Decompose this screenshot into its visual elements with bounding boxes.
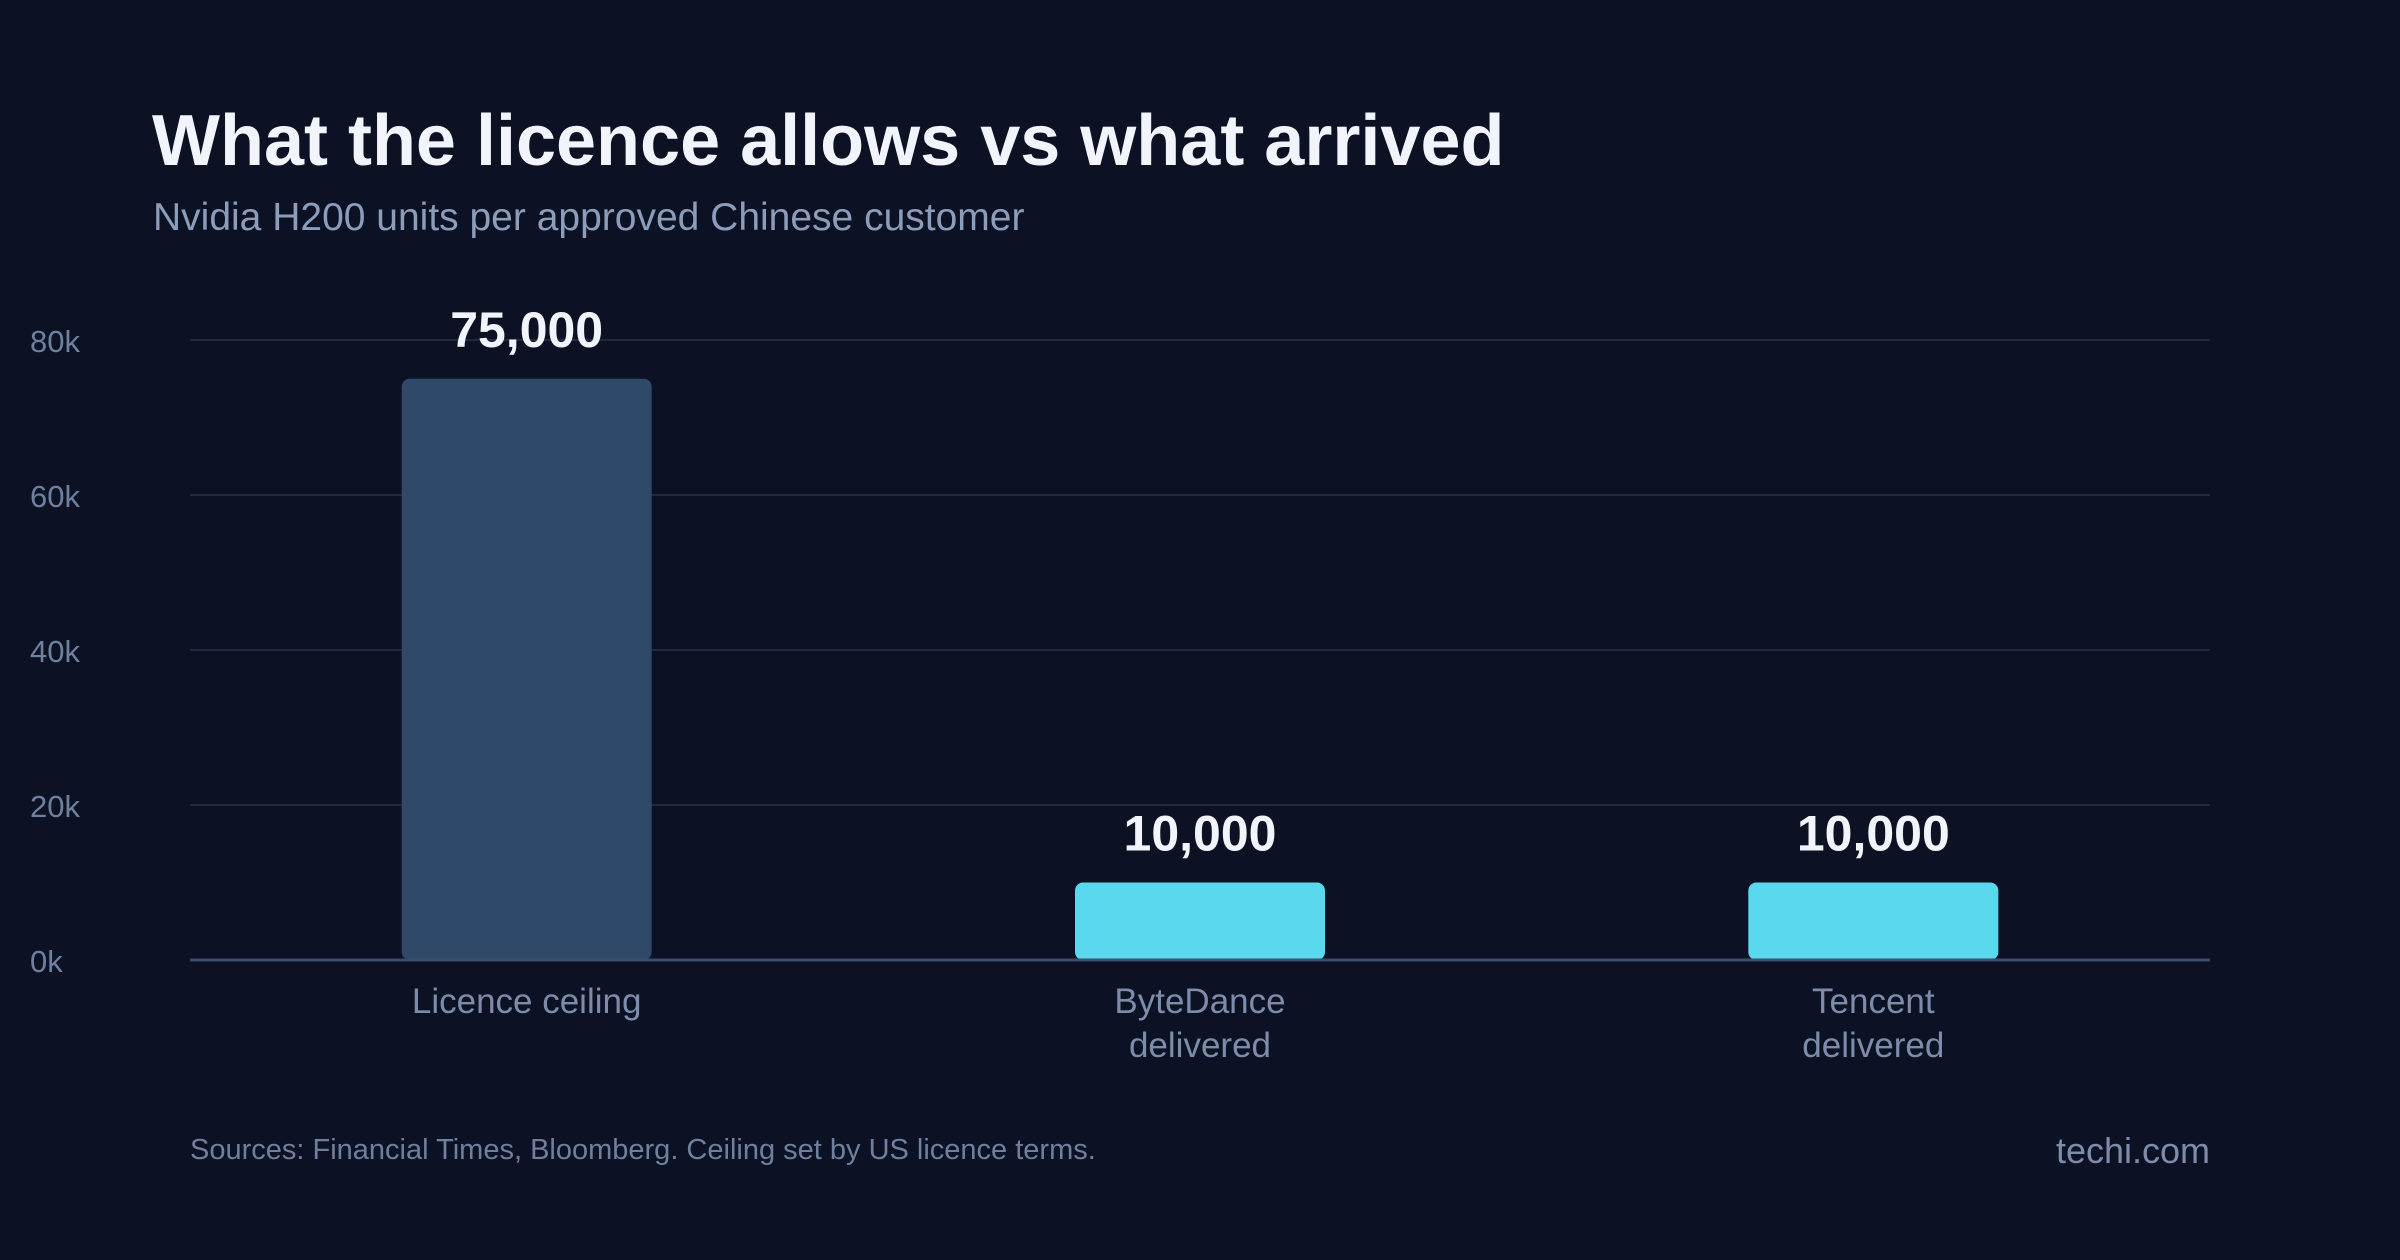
- bar-value-label: 75,000: [450, 302, 603, 358]
- bar: [401, 378, 652, 960]
- y-tick-label: 0k: [30, 944, 63, 979]
- y-axis-ticks: 0k 20k 40k 60k 80k: [30, 324, 80, 979]
- chart-subtitle: Nvidia H200 units per approved Chinese c…: [153, 196, 1025, 239]
- category-label: ByteDance delivered: [1114, 982, 1285, 1065]
- y-tick-label: 60k: [30, 479, 80, 514]
- chart-title: What the licence allows vs what arrived: [152, 101, 1505, 181]
- brand-link[interactable]: techi.com: [2055, 1130, 2210, 1171]
- bar-value-label: 10,000: [1124, 806, 1277, 862]
- category-label: Licence ceiling: [412, 982, 642, 1021]
- bars: [401, 378, 1999, 960]
- y-tick-label: 20k: [30, 789, 80, 824]
- category-label: Tencent delivered: [1802, 982, 1944, 1065]
- bar: [1748, 882, 1999, 960]
- bar-value-label: 10,000: [1797, 806, 1950, 862]
- labels: 75,000 Licence ceiling 10,000 ByteDance deli…: [412, 302, 1950, 1065]
- y-tick-label: 40k: [30, 634, 80, 669]
- bar: [1075, 882, 1325, 960]
- sources-note: Sources: Financial Times, Bloomberg. Cei…: [190, 1134, 1096, 1166]
- y-tick-label: 80k: [30, 324, 80, 359]
